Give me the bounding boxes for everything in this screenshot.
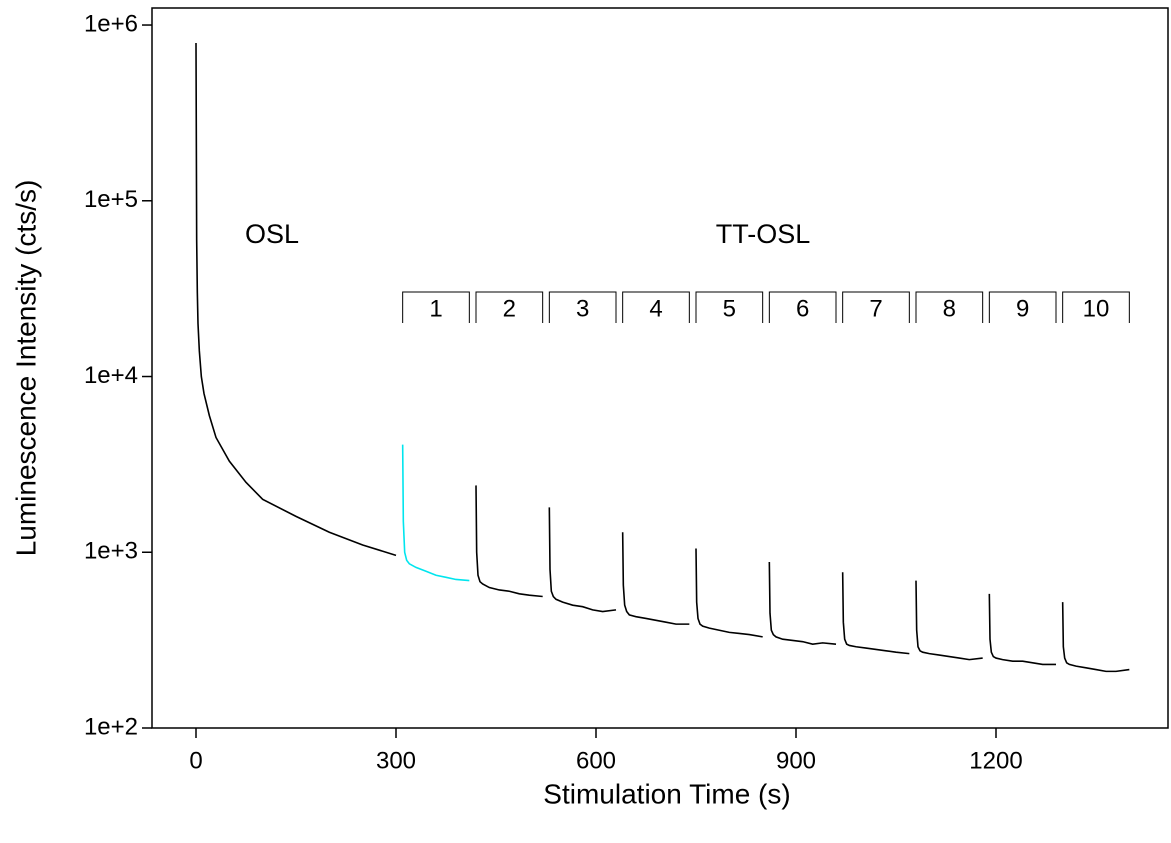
segment-label: 9 (1016, 295, 1029, 322)
data-line (195, 43, 397, 557)
data-line (915, 580, 983, 661)
segment-label: 5 (723, 295, 736, 322)
x-tick-label: 0 (189, 747, 202, 774)
segment-label: 6 (796, 295, 809, 322)
segment-label: 4 (649, 295, 662, 322)
annotation: OSL (245, 219, 299, 249)
x-tick-label: 1200 (969, 747, 1022, 774)
segment-bracket (988, 291, 1057, 323)
segment-label: 2 (503, 295, 516, 322)
y-tick-label: 1e+5 (84, 186, 138, 213)
segment-bracket (915, 291, 984, 323)
data-line (841, 572, 910, 655)
y-tick-label: 1e+6 (84, 10, 138, 37)
segment-bracket (842, 291, 910, 323)
segment-label: 7 (869, 295, 882, 322)
segment-bracket (402, 291, 470, 323)
segment-bracket (475, 291, 544, 323)
segment-bracket (622, 291, 690, 323)
segment-bracket (1062, 291, 1130, 323)
segment-label: 8 (943, 295, 956, 322)
data-line (401, 444, 470, 582)
y-tick-label: 1e+4 (84, 362, 138, 389)
data-line (475, 485, 543, 598)
segment-bracket (548, 291, 617, 323)
data-line (548, 507, 617, 613)
x-tick-label: 900 (776, 747, 816, 774)
x-axis-label: Stimulation Time (s) (543, 778, 790, 809)
annotation: TT-OSL (716, 219, 811, 249)
data-line (621, 532, 690, 625)
data-line (988, 593, 1056, 666)
x-tick-label: 300 (376, 747, 416, 774)
y-axis-label: Luminescence Intensity (cts/s) (10, 180, 41, 557)
segment-bracket (695, 291, 764, 323)
plot-frame (151, 7, 1169, 729)
y-tick-label: 1e+2 (84, 713, 138, 740)
x-tick-label: 600 (576, 747, 616, 774)
y-tick-label: 1e+3 (84, 538, 138, 565)
segment-label: 10 (1083, 295, 1110, 322)
data-line (1061, 602, 1130, 673)
segment-label: 3 (576, 295, 589, 322)
data-line (768, 561, 837, 645)
segment-label: 1 (429, 295, 442, 322)
segment-bracket (768, 291, 837, 323)
data-line (695, 548, 763, 638)
